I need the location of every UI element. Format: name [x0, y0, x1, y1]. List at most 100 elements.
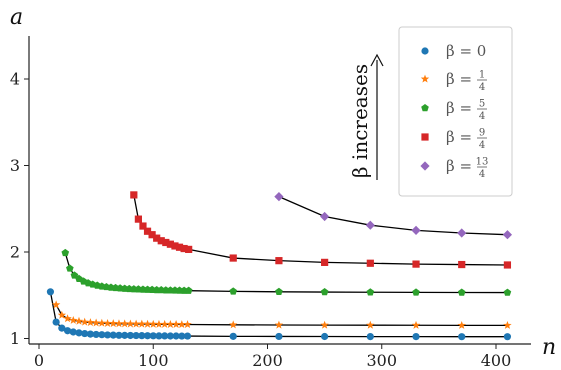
data-point — [320, 288, 329, 296]
legend-entry-4: β = 134 — [420, 157, 489, 180]
fit-curves — [49, 194, 508, 338]
ticks: 0 100 200 300 400 1 2 3 4 — [10, 70, 511, 370]
data-point — [154, 319, 164, 328]
data-point — [166, 332, 174, 340]
legend-label: β = — [446, 70, 472, 88]
data-point — [75, 329, 83, 337]
data-point — [109, 319, 118, 328]
legend-label: β = — [446, 128, 472, 146]
data-point — [139, 222, 147, 230]
legend-marker — [421, 104, 429, 112]
legend-frac-den: 4 — [479, 140, 485, 151]
data-point — [458, 260, 466, 269]
legend: β = 0β = 14β = 54β = 94β = 134 — [398, 26, 513, 197]
data-point — [66, 264, 74, 272]
data-point — [171, 242, 179, 250]
data-point — [115, 331, 123, 339]
series-3-markers — [130, 191, 512, 269]
data-point — [134, 215, 142, 223]
series-1-markers — [51, 300, 512, 329]
legend-label: β = — [446, 99, 472, 117]
data-point — [229, 320, 238, 329]
data-point — [503, 288, 512, 296]
data-point — [80, 317, 89, 326]
data-point — [153, 234, 161, 242]
data-point — [143, 319, 152, 328]
data-point — [143, 227, 152, 235]
data-point — [132, 331, 140, 340]
x-tick-label: 0 — [34, 351, 44, 370]
data-point — [61, 248, 70, 257]
legend-frac-num: 13 — [476, 157, 489, 168]
data-point — [97, 318, 107, 327]
legend-label: β = 0 — [446, 42, 486, 60]
data-point — [366, 320, 375, 329]
fit-curve-4 — [278, 196, 508, 236]
data-point — [503, 333, 512, 341]
data-point — [160, 319, 169, 328]
data-point — [121, 331, 129, 339]
data-point — [120, 319, 129, 328]
data-point — [274, 192, 284, 202]
data-point — [412, 260, 420, 268]
data-point — [166, 240, 174, 248]
data-point — [177, 320, 186, 329]
data-point — [58, 324, 66, 332]
data-point — [275, 287, 283, 296]
data-point — [366, 332, 374, 341]
data-point — [412, 332, 420, 341]
data-point — [365, 220, 375, 230]
data-point — [69, 315, 78, 324]
data-point — [457, 228, 467, 238]
data-point — [229, 287, 238, 295]
data-point — [320, 211, 330, 222]
data-point — [130, 191, 138, 199]
data-point — [172, 332, 180, 340]
x-tick-label: 200 — [252, 351, 283, 370]
data-point — [92, 330, 100, 339]
annotation-text: β increases — [348, 64, 372, 178]
data-point — [412, 288, 420, 296]
y-axis-label: a — [10, 5, 23, 30]
data-point — [69, 328, 77, 336]
data-point — [366, 288, 375, 296]
fit-curve-3 — [133, 194, 508, 266]
data-point — [74, 316, 84, 325]
data-point — [185, 245, 193, 254]
data-point — [157, 237, 165, 245]
series-4-markers — [274, 192, 513, 240]
y-tick-label: 1 — [10, 329, 20, 348]
data-point — [148, 231, 156, 239]
data-point — [114, 319, 124, 328]
legend-frac-den: 4 — [479, 111, 485, 122]
data-point — [149, 319, 158, 328]
beta-annotation: β increases — [348, 53, 384, 180]
data-point — [183, 320, 192, 329]
data-point — [321, 332, 329, 341]
data-point — [502, 230, 513, 240]
data-point — [457, 320, 466, 329]
legend-marker — [420, 161, 430, 171]
legend-frac-num: 9 — [479, 128, 485, 139]
data-point — [162, 238, 170, 247]
data-point — [103, 331, 112, 339]
y-tick-label: 4 — [10, 70, 20, 89]
annotation-arrow-head — [370, 53, 384, 67]
data-point — [366, 259, 374, 267]
data-point — [457, 288, 466, 296]
legend-marker — [421, 47, 429, 55]
data-point — [184, 286, 193, 294]
data-point — [166, 320, 175, 328]
data-point — [91, 318, 101, 327]
legend-entry-2: β = 54 — [421, 99, 487, 122]
axes — [28, 36, 531, 345]
data-point — [321, 258, 329, 266]
data-point — [81, 329, 89, 338]
legend-frame — [398, 26, 513, 197]
data-point — [411, 320, 421, 329]
data-point — [275, 332, 283, 341]
legend-label: β = — [446, 157, 472, 175]
data-point — [86, 330, 95, 338]
x-axis-label: n — [542, 335, 556, 360]
data-point — [131, 319, 141, 328]
